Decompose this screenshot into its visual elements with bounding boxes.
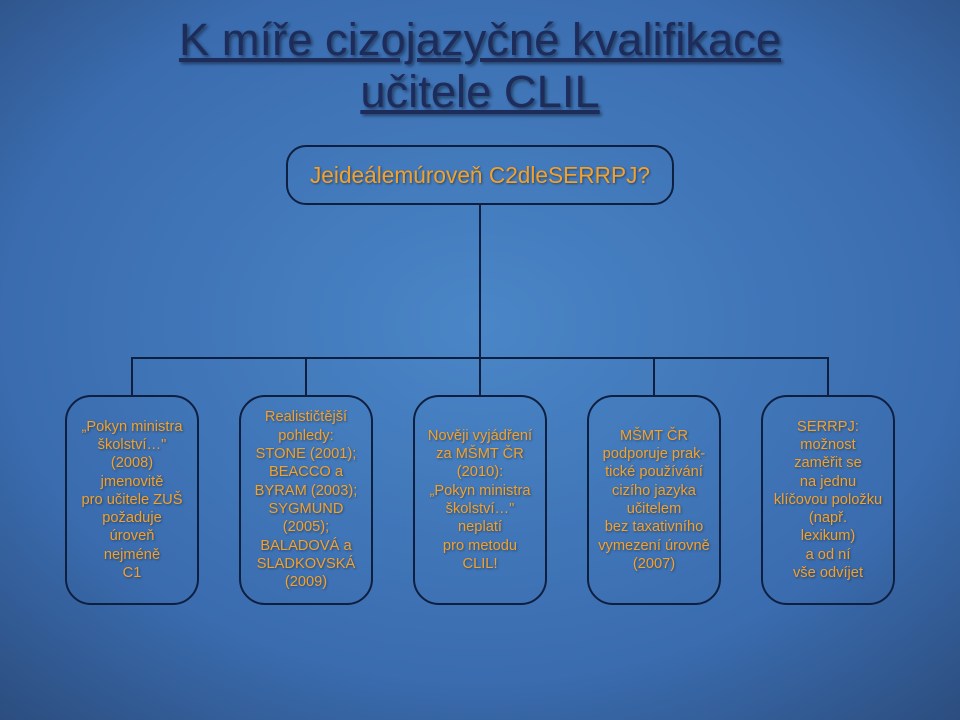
child-segment: CLIL! bbox=[421, 555, 539, 573]
child-segment: úroveň bbox=[73, 527, 191, 545]
child-segment: pro metodu bbox=[421, 537, 539, 555]
child-segment: „Pokyn ministra školství…" bbox=[421, 482, 539, 519]
child-row: „Pokyn ministra školství…"(2008)jmenovit… bbox=[0, 395, 960, 605]
title-line-1: K míře cizojazyčné kvalifikace bbox=[179, 14, 781, 65]
title-line-2: učitele CLIL bbox=[360, 66, 599, 117]
child-segment: Nověji vyjádření za MŠMT ČR bbox=[421, 427, 539, 464]
child-segment: neplatí bbox=[421, 518, 539, 536]
root-line: úroveň C2 bbox=[413, 162, 518, 188]
child-segment: BALADOVÁ a SLADKOVSKÁ (2009) bbox=[247, 537, 365, 592]
child-segment: a od ní bbox=[769, 546, 887, 564]
child-segment: BEACCO a BYRAM (2003); bbox=[247, 463, 365, 500]
node-msmt-cr: MŠMT ČRpodporuje prak-tické používáníciz… bbox=[587, 395, 721, 605]
child-segment: SYGMUND (2005); bbox=[247, 500, 365, 537]
root-line: ideálem bbox=[334, 162, 413, 188]
child-segment: „Pokyn ministra školství…" bbox=[73, 418, 191, 455]
child-segment: (2010): bbox=[421, 463, 539, 481]
child-segment: C1 bbox=[73, 564, 191, 582]
root-line: Je bbox=[310, 162, 334, 188]
child-segment: požaduje bbox=[73, 509, 191, 527]
child-segment: (2007) bbox=[595, 555, 713, 573]
child-segment: Realističtější pohledy: bbox=[247, 408, 365, 445]
child-segment: zaměřit se bbox=[769, 454, 887, 472]
child-segment: učitelem bbox=[595, 500, 713, 518]
child-segment: lexikum) bbox=[769, 527, 887, 545]
child-segment: (např. bbox=[769, 509, 887, 527]
root-line: dle bbox=[518, 162, 548, 188]
child-segment: nejméně bbox=[73, 546, 191, 564]
child-segment: MŠMT ČR bbox=[595, 427, 713, 445]
node-noveji-2010: Nověji vyjádření za MŠMT ČR(2010):„Pokyn… bbox=[413, 395, 547, 605]
child-segment: klíčovou položku bbox=[769, 491, 887, 509]
root-line: SERRPJ? bbox=[548, 162, 650, 188]
child-segment: SERRPJ: bbox=[769, 418, 887, 436]
child-segment: bez taxativního bbox=[595, 518, 713, 536]
child-segment: pro učitele ZUŠ bbox=[73, 491, 191, 509]
child-segment: na jednu bbox=[769, 473, 887, 491]
node-serrpj: SERRPJ:možnostzaměřit sena jednuklíčovou… bbox=[761, 395, 895, 605]
node-realistictejsi-pohledy: Realističtější pohledy:STONE (2001);BEAC… bbox=[239, 395, 373, 605]
child-segment: podporuje prak- bbox=[595, 445, 713, 463]
node-pokyn-2008: „Pokyn ministra školství…"(2008)jmenovit… bbox=[65, 395, 199, 605]
page-title: K míře cizojazyčné kvalifikace učitele C… bbox=[0, 14, 960, 118]
root-node: Jeideálemúroveň C2dleSERRPJ? bbox=[286, 145, 674, 205]
child-segment: STONE (2001); bbox=[247, 445, 365, 463]
child-segment: možnost bbox=[769, 436, 887, 454]
child-segment: jmenovitě bbox=[73, 473, 191, 491]
child-segment: vymezení úrovně bbox=[595, 537, 713, 555]
child-segment: cizího jazyka bbox=[595, 482, 713, 500]
child-segment: (2008) bbox=[73, 454, 191, 472]
child-segment: tické používání bbox=[595, 463, 713, 481]
child-segment: vše odvíjet bbox=[769, 564, 887, 582]
